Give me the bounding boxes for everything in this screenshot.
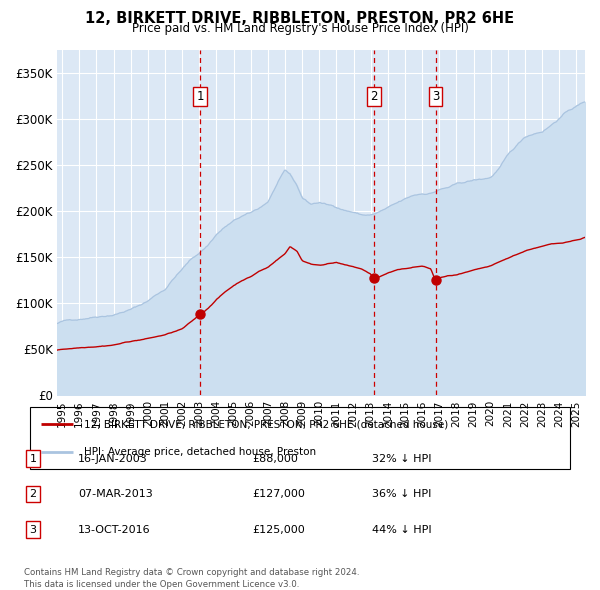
Text: 1: 1 [196,90,204,103]
Text: 16-JAN-2003: 16-JAN-2003 [78,454,148,464]
Text: Price paid vs. HM Land Registry's House Price Index (HPI): Price paid vs. HM Land Registry's House … [131,22,469,35]
Text: Contains HM Land Registry data © Crown copyright and database right 2024.
This d: Contains HM Land Registry data © Crown c… [24,568,359,589]
Text: 3: 3 [432,90,439,103]
Text: 36% ↓ HPI: 36% ↓ HPI [372,489,431,499]
Text: 2: 2 [370,90,377,103]
Text: £88,000: £88,000 [252,454,298,464]
Text: 32% ↓ HPI: 32% ↓ HPI [372,454,431,464]
Text: 12, BIRKETT DRIVE, RIBBLETON, PRESTON, PR2 6HE (detached house): 12, BIRKETT DRIVE, RIBBLETON, PRESTON, P… [84,419,448,430]
Text: 2: 2 [29,489,37,499]
Text: £125,000: £125,000 [252,525,305,535]
Text: 44% ↓ HPI: 44% ↓ HPI [372,525,431,535]
Text: 1: 1 [29,454,37,464]
Text: 12, BIRKETT DRIVE, RIBBLETON, PRESTON, PR2 6HE: 12, BIRKETT DRIVE, RIBBLETON, PRESTON, P… [85,11,515,25]
Text: 07-MAR-2013: 07-MAR-2013 [78,489,153,499]
Text: £127,000: £127,000 [252,489,305,499]
Text: HPI: Average price, detached house, Preston: HPI: Average price, detached house, Pres… [84,447,316,457]
Text: 3: 3 [29,525,37,535]
Text: 13-OCT-2016: 13-OCT-2016 [78,525,151,535]
